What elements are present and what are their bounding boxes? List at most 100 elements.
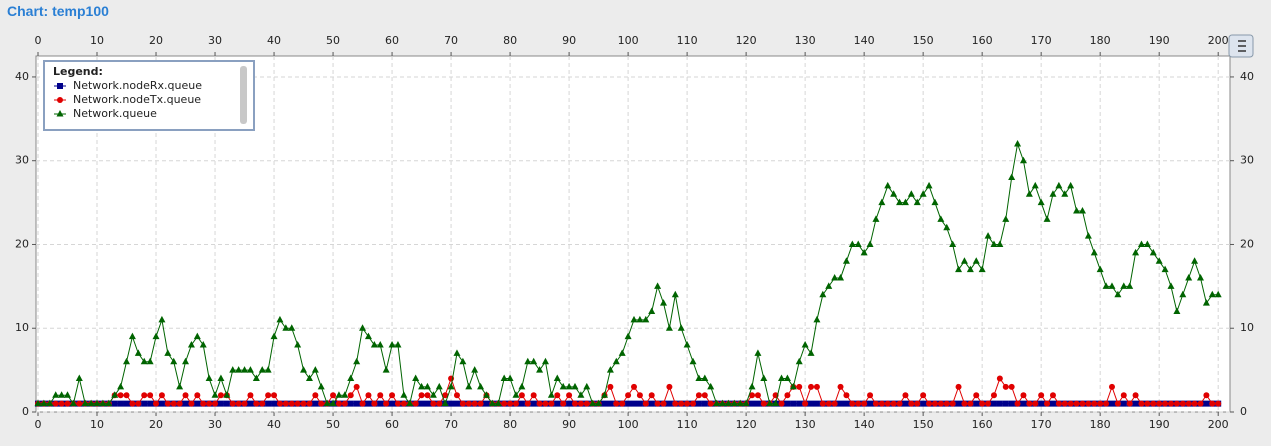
point <box>99 399 107 407</box>
point <box>707 400 714 407</box>
point <box>1073 206 1081 214</box>
point <box>64 391 72 398</box>
point <box>477 400 484 407</box>
point <box>435 382 443 390</box>
point <box>642 400 649 407</box>
x-tick-label-top: 140 <box>854 34 875 47</box>
point <box>625 392 632 399</box>
point <box>642 315 650 323</box>
point <box>271 392 278 399</box>
point <box>329 399 337 407</box>
point <box>660 400 667 407</box>
point <box>276 400 283 407</box>
point <box>335 391 343 398</box>
point <box>123 400 130 407</box>
point <box>872 400 879 407</box>
x-tick-label: 140 <box>854 418 875 431</box>
point <box>536 366 544 373</box>
point <box>878 400 885 407</box>
point <box>46 399 54 407</box>
point <box>619 400 626 407</box>
point <box>648 392 655 399</box>
point <box>217 374 225 381</box>
point <box>801 340 809 348</box>
point <box>606 366 614 373</box>
point <box>577 400 584 407</box>
point <box>931 400 938 407</box>
point <box>960 257 968 264</box>
point <box>813 400 820 407</box>
point <box>377 392 384 399</box>
point <box>300 400 307 407</box>
point <box>441 399 449 407</box>
point <box>577 391 585 398</box>
point <box>1161 265 1169 273</box>
point <box>636 315 644 323</box>
point <box>500 374 508 381</box>
point <box>607 383 614 390</box>
point <box>695 400 702 407</box>
point <box>896 400 903 407</box>
point <box>996 400 1003 407</box>
point <box>760 400 767 407</box>
point <box>258 366 266 373</box>
point <box>40 399 48 407</box>
y-tick-label-right: 10 <box>1240 321 1254 334</box>
point <box>524 400 531 407</box>
point <box>978 265 986 273</box>
x-tick-label-top: 100 <box>618 34 639 47</box>
point <box>341 400 348 407</box>
point <box>1031 181 1039 189</box>
point <box>212 400 219 407</box>
point <box>206 400 213 407</box>
point <box>158 392 165 399</box>
point <box>1002 383 1009 390</box>
point <box>902 392 909 399</box>
point <box>607 400 614 407</box>
point <box>925 181 933 189</box>
point <box>323 399 331 407</box>
point <box>1103 400 1110 407</box>
point <box>187 340 195 348</box>
point <box>748 382 756 390</box>
point <box>353 400 360 407</box>
legend: Legend:Network.nodeRx.queueNetwork.nodeT… <box>43 60 255 131</box>
point <box>907 190 915 197</box>
point <box>52 400 59 407</box>
point <box>359 324 367 331</box>
point <box>783 374 791 381</box>
point <box>117 400 124 407</box>
point <box>1020 392 1027 399</box>
point <box>884 181 892 189</box>
point <box>872 215 880 222</box>
point <box>128 332 136 340</box>
point <box>1055 181 1063 189</box>
point <box>1061 400 1068 407</box>
point <box>164 349 172 356</box>
x-tick-label-top: 30 <box>208 34 222 47</box>
point <box>1038 392 1045 399</box>
point <box>1032 400 1039 407</box>
point <box>211 391 219 398</box>
point <box>123 392 130 399</box>
point <box>501 400 508 407</box>
legend-label: Network.queue <box>73 107 157 120</box>
point <box>217 392 224 399</box>
y-tick-label: 10 <box>15 321 29 334</box>
point <box>772 399 780 407</box>
point <box>631 383 637 390</box>
point <box>796 383 803 390</box>
point <box>542 400 549 407</box>
point <box>583 382 591 390</box>
point <box>294 340 302 348</box>
point <box>1185 273 1193 281</box>
point <box>282 324 290 331</box>
x-tick-label-top: 170 <box>1031 34 1052 47</box>
point <box>518 382 526 390</box>
y-tick-label-right: 20 <box>1240 237 1254 250</box>
point <box>483 400 490 407</box>
point <box>683 340 691 348</box>
point <box>194 392 201 399</box>
point <box>654 400 661 407</box>
x-tick-label: 40 <box>267 418 281 431</box>
